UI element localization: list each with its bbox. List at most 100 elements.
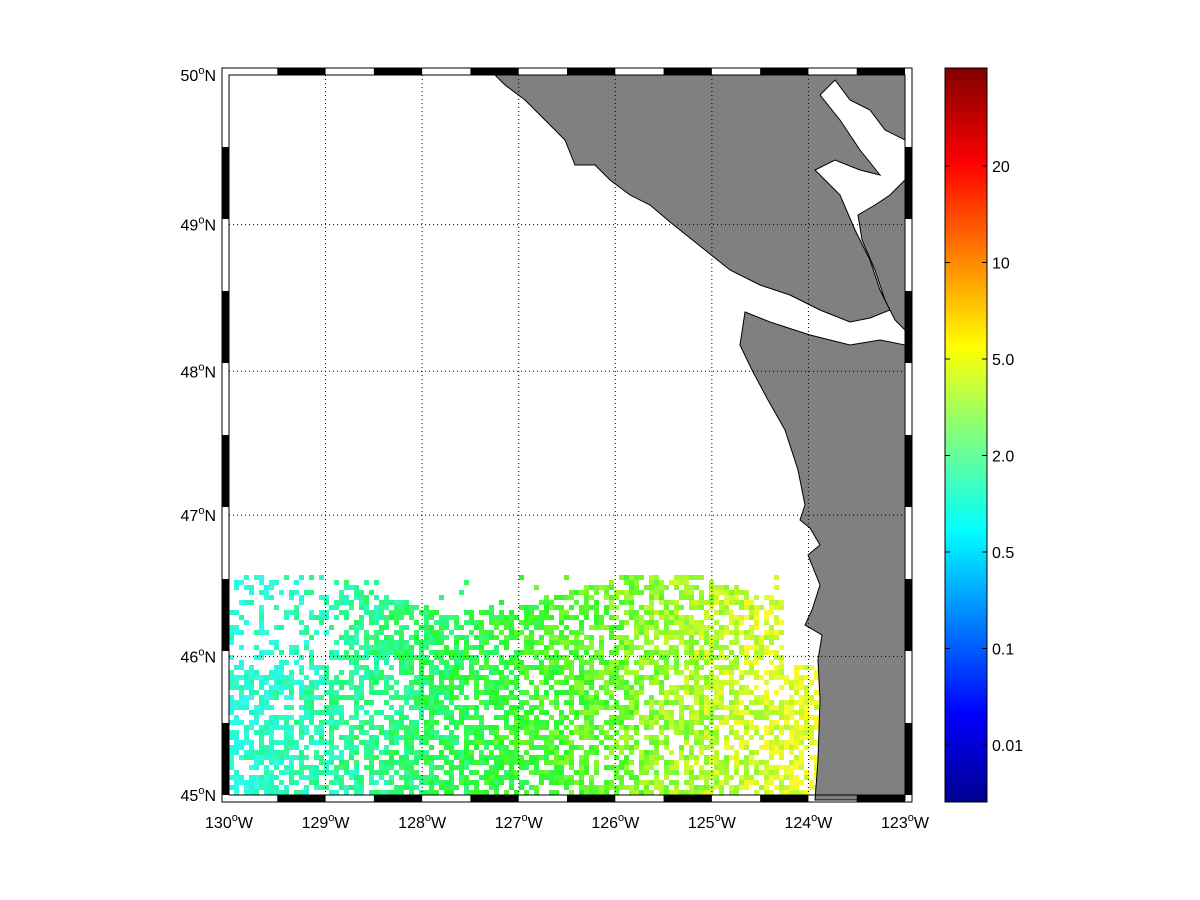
data-pixel xyxy=(289,780,294,785)
data-pixel xyxy=(599,655,604,660)
data-pixel xyxy=(529,645,534,650)
data-pixel xyxy=(304,700,309,705)
data-pixel xyxy=(444,665,449,670)
data-pixel xyxy=(684,760,689,765)
data-pixel xyxy=(309,610,314,615)
data-pixel xyxy=(744,595,749,600)
data-pixel xyxy=(669,780,674,785)
data-pixel xyxy=(484,685,489,690)
data-pixel xyxy=(504,660,509,665)
data-pixel xyxy=(709,615,714,620)
data-pixel xyxy=(594,605,599,610)
data-pixel xyxy=(569,670,574,675)
data-pixel xyxy=(319,710,324,715)
data-pixel xyxy=(424,790,429,795)
data-pixel xyxy=(769,660,774,665)
data-pixel xyxy=(344,740,349,745)
data-pixel xyxy=(524,605,529,610)
data-pixel xyxy=(719,585,724,590)
data-pixel xyxy=(284,745,289,750)
data-pixel xyxy=(634,585,639,590)
data-pixel xyxy=(329,780,334,785)
data-pixel xyxy=(259,620,264,625)
data-pixel xyxy=(319,725,324,730)
data-pixel xyxy=(669,765,674,770)
data-pixel xyxy=(624,710,629,715)
data-pixel xyxy=(709,640,714,645)
data-pixel xyxy=(559,655,564,660)
data-pixel xyxy=(744,730,749,735)
data-pixel xyxy=(569,650,574,655)
data-pixel xyxy=(294,755,299,760)
data-pixel xyxy=(354,660,359,665)
data-pixel xyxy=(284,575,289,580)
data-pixel xyxy=(414,680,419,685)
data-pixel xyxy=(324,680,329,685)
data-pixel xyxy=(229,755,234,760)
data-pixel xyxy=(299,665,304,670)
data-pixel xyxy=(289,595,294,600)
data-pixel xyxy=(774,785,779,790)
hemisphere: W xyxy=(238,815,254,832)
data-pixel xyxy=(244,750,249,755)
data-pixel xyxy=(514,655,519,660)
data-pixel xyxy=(554,755,559,760)
data-pixel xyxy=(374,675,379,680)
data-pixel xyxy=(769,595,774,600)
data-pixel xyxy=(399,720,404,725)
data-pixel xyxy=(619,575,624,580)
data-pixel xyxy=(249,690,254,695)
data-pixel xyxy=(484,700,489,705)
data-pixel xyxy=(379,725,384,730)
data-pixel xyxy=(714,770,719,775)
data-pixel xyxy=(609,680,614,685)
data-pixel xyxy=(429,755,434,760)
data-pixel xyxy=(769,625,774,630)
data-pixel xyxy=(594,700,599,705)
data-pixel xyxy=(669,650,674,655)
data-pixel xyxy=(519,760,524,765)
data-pixel xyxy=(644,750,649,755)
data-pixel xyxy=(519,700,524,705)
data-pixel xyxy=(629,725,634,730)
data-pixel xyxy=(719,685,724,690)
data-pixel xyxy=(244,600,249,605)
data-pixel xyxy=(734,595,739,600)
data-pixel xyxy=(769,725,774,730)
data-pixel xyxy=(459,755,464,760)
data-pixel xyxy=(794,670,799,675)
data-pixel xyxy=(259,780,264,785)
data-pixel xyxy=(664,690,669,695)
data-pixel xyxy=(429,675,434,680)
data-pixel xyxy=(764,725,769,730)
data-pixel xyxy=(674,730,679,735)
data-pixel xyxy=(449,780,454,785)
data-pixel xyxy=(654,700,659,705)
data-pixel xyxy=(534,730,539,735)
data-pixel xyxy=(419,775,424,780)
data-pixel xyxy=(249,675,254,680)
data-pixel xyxy=(309,690,314,695)
data-pixel xyxy=(399,710,404,715)
data-pixel xyxy=(414,700,419,705)
data-pixel xyxy=(684,615,689,620)
data-pixel xyxy=(524,725,529,730)
data-pixel xyxy=(354,735,359,740)
data-pixel xyxy=(264,725,269,730)
data-pixel xyxy=(279,715,284,720)
data-pixel xyxy=(749,690,754,695)
data-pixel xyxy=(729,710,734,715)
data-pixel xyxy=(479,700,484,705)
data-pixel xyxy=(694,710,699,715)
data-pixel xyxy=(514,680,519,685)
data-pixel xyxy=(659,715,664,720)
data-pixel xyxy=(364,640,369,645)
data-pixel xyxy=(694,575,699,580)
data-pixel xyxy=(274,775,279,780)
data-pixel xyxy=(369,775,374,780)
data-pixel xyxy=(594,770,599,775)
data-pixel xyxy=(524,640,529,645)
data-pixel xyxy=(674,600,679,605)
data-pixel xyxy=(749,735,754,740)
data-pixel xyxy=(439,710,444,715)
